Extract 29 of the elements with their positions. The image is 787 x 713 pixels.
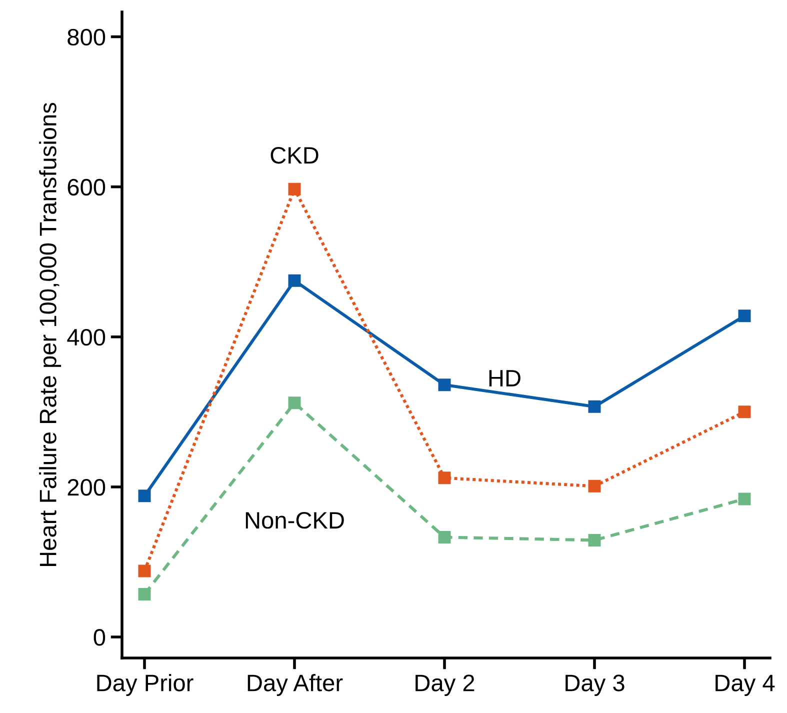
x-tick-label: Day 4	[716, 674, 775, 696]
y-axis-title: Heart Failure Rate per 100,000 Transfusions	[39, 102, 62, 566]
x-tick-label: Day Prior	[97, 674, 194, 696]
y-tick-label: 200	[68, 479, 106, 496]
point	[138, 564, 151, 578]
point	[138, 490, 151, 502]
x-tick-label: Day After	[248, 674, 343, 696]
series-label: HD	[489, 370, 520, 386]
point	[588, 534, 601, 546]
y-tick-label: 800	[68, 28, 106, 46]
point	[438, 472, 451, 484]
point	[738, 406, 751, 418]
point	[288, 274, 301, 287]
point	[438, 378, 451, 392]
point	[738, 310, 751, 322]
y-tick-label: 0	[94, 629, 106, 646]
point	[438, 530, 451, 544]
point	[288, 396, 301, 410]
x-tick-label: Day 2	[416, 674, 474, 696]
y-tick-label: 400	[67, 328, 106, 346]
series-label: Non-CKD	[246, 512, 344, 529]
y-tick-label: 600	[68, 178, 106, 196]
point	[588, 480, 601, 492]
point	[288, 182, 301, 196]
series-label: CKD	[270, 146, 318, 164]
x-tick-label: Day 3	[566, 674, 624, 696]
point	[588, 400, 601, 413]
point	[738, 492, 751, 506]
point	[138, 588, 151, 600]
